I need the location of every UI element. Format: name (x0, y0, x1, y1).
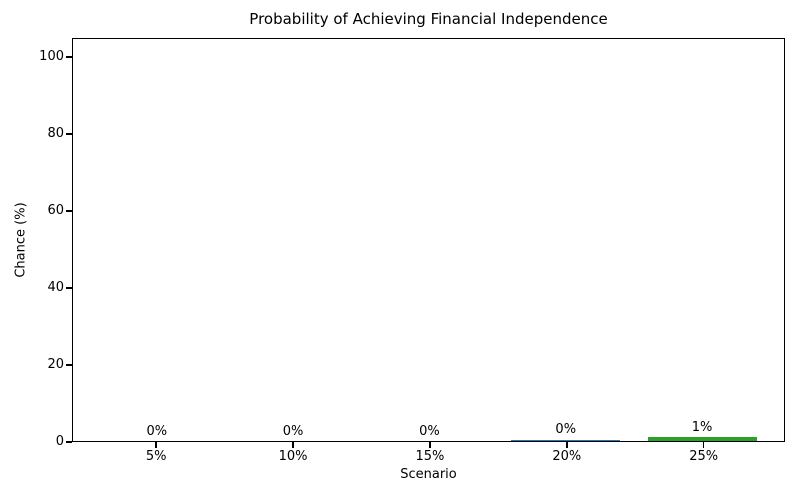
y-tick-mark (66, 56, 72, 58)
y-tick-mark (66, 210, 72, 212)
x-tick-label: 20% (552, 449, 582, 464)
bar (647, 437, 757, 441)
x-tick-label: 10% (278, 449, 308, 464)
x-tick-mark (702, 442, 705, 448)
bar (511, 439, 621, 441)
bar-value-label: 1% (691, 419, 713, 435)
bar-value-label: 0% (282, 423, 304, 439)
y-tick-mark (66, 441, 72, 443)
bar-value-label: 0% (419, 423, 440, 439)
y-tick-label: 80 (47, 125, 64, 141)
x-tick-mark (429, 442, 431, 448)
y-tick-label: 100 (39, 48, 64, 64)
x-tick-label: 15% (415, 449, 445, 464)
y-tick-mark (66, 287, 72, 289)
bar-value-label: 0% (555, 422, 577, 438)
plot-area: 0% 0% 0% 0% 1% (72, 38, 785, 442)
x-axis-label: Scenario (400, 467, 457, 482)
y-tick-label: 40 (47, 279, 64, 295)
y-tick-label: 20 (47, 356, 64, 372)
y-tick-mark (66, 364, 72, 366)
y-tick-label: 60 (47, 202, 64, 218)
bar-value-label: 0% (146, 423, 168, 439)
chart-title: Probability of Achieving Financial Indep… (249, 10, 608, 28)
y-tick-label: 0 (55, 434, 64, 449)
x-tick-mark (566, 442, 568, 448)
x-tick-label: 5% (145, 449, 167, 464)
x-tick-mark (155, 442, 157, 448)
y-tick-mark (66, 133, 72, 135)
x-tick-label: 25% (689, 449, 719, 464)
x-tick-mark (292, 442, 294, 448)
